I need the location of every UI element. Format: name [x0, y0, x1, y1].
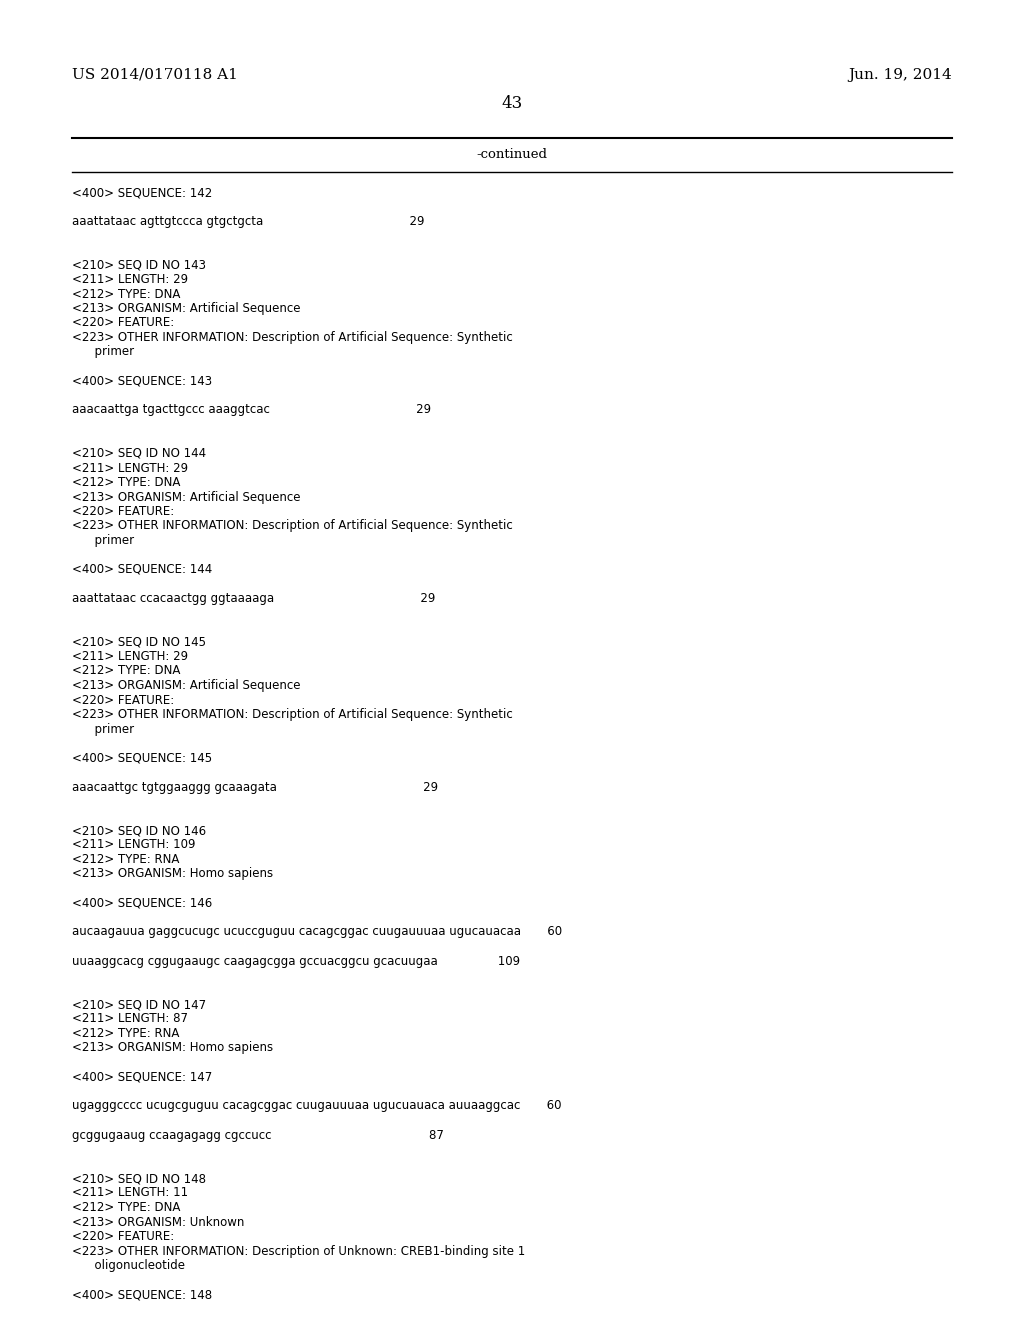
- Text: US 2014/0170118 A1: US 2014/0170118 A1: [72, 69, 238, 82]
- Text: <210> SEQ ID NO 147: <210> SEQ ID NO 147: [72, 998, 206, 1011]
- Text: <212> TYPE: RNA: <212> TYPE: RNA: [72, 1027, 179, 1040]
- Text: <400> SEQUENCE: 142: <400> SEQUENCE: 142: [72, 186, 212, 199]
- Text: <213> ORGANISM: Unknown: <213> ORGANISM: Unknown: [72, 1216, 245, 1229]
- Text: <400> SEQUENCE: 143: <400> SEQUENCE: 143: [72, 375, 212, 388]
- Text: aaattataac ccacaactgg ggtaaaaga                                       29: aaattataac ccacaactgg ggtaaaaga 29: [72, 591, 435, 605]
- Text: gcggugaaug ccaagagagg cgccucc                                          87: gcggugaaug ccaagagagg cgccucc 87: [72, 1129, 443, 1142]
- Text: -continued: -continued: [476, 148, 548, 161]
- Text: Jun. 19, 2014: Jun. 19, 2014: [848, 69, 952, 82]
- Text: <212> TYPE: DNA: <212> TYPE: DNA: [72, 1201, 180, 1214]
- Text: <212> TYPE: DNA: <212> TYPE: DNA: [72, 477, 180, 488]
- Text: uuaaggcacg cggugaaugc caagagcgga gccuacggcu gcacuugaa                109: uuaaggcacg cggugaaugc caagagcgga gccuacg…: [72, 954, 520, 968]
- Text: <211> LENGTH: 29: <211> LENGTH: 29: [72, 462, 188, 474]
- Text: <212> TYPE: RNA: <212> TYPE: RNA: [72, 853, 179, 866]
- Text: aucaagauua gaggcucugc ucuccguguu cacagcggac cuugauuuaa ugucauacaa       60: aucaagauua gaggcucugc ucuccguguu cacagcg…: [72, 925, 562, 939]
- Text: <213> ORGANISM: Artificial Sequence: <213> ORGANISM: Artificial Sequence: [72, 678, 300, 692]
- Text: <220> FEATURE:: <220> FEATURE:: [72, 1230, 174, 1243]
- Text: <223> OTHER INFORMATION: Description of Artificial Sequence: Synthetic: <223> OTHER INFORMATION: Description of …: [72, 520, 513, 532]
- Text: <223> OTHER INFORMATION: Description of Unknown: CREB1-binding site 1: <223> OTHER INFORMATION: Description of …: [72, 1245, 525, 1258]
- Text: aaacaattga tgacttgccc aaaggtcac                                       29: aaacaattga tgacttgccc aaaggtcac 29: [72, 404, 431, 417]
- Text: <210> SEQ ID NO 148: <210> SEQ ID NO 148: [72, 1172, 206, 1185]
- Text: <220> FEATURE:: <220> FEATURE:: [72, 693, 174, 706]
- Text: <223> OTHER INFORMATION: Description of Artificial Sequence: Synthetic: <223> OTHER INFORMATION: Description of …: [72, 708, 513, 721]
- Text: <400> SEQUENCE: 146: <400> SEQUENCE: 146: [72, 896, 212, 909]
- Text: <400> SEQUENCE: 144: <400> SEQUENCE: 144: [72, 564, 212, 576]
- Text: <212> TYPE: DNA: <212> TYPE: DNA: [72, 664, 180, 677]
- Text: 43: 43: [502, 95, 522, 112]
- Text: <210> SEQ ID NO 145: <210> SEQ ID NO 145: [72, 635, 206, 648]
- Text: aaattataac agttgtccca gtgctgcta                                       29: aaattataac agttgtccca gtgctgcta 29: [72, 215, 425, 228]
- Text: <211> LENGTH: 11: <211> LENGTH: 11: [72, 1187, 188, 1200]
- Text: <211> LENGTH: 109: <211> LENGTH: 109: [72, 838, 196, 851]
- Text: <210> SEQ ID NO 143: <210> SEQ ID NO 143: [72, 259, 206, 272]
- Text: primer: primer: [72, 535, 134, 546]
- Text: primer: primer: [72, 722, 134, 735]
- Text: <213> ORGANISM: Homo sapiens: <213> ORGANISM: Homo sapiens: [72, 1041, 273, 1055]
- Text: <400> SEQUENCE: 147: <400> SEQUENCE: 147: [72, 1071, 212, 1084]
- Text: <213> ORGANISM: Artificial Sequence: <213> ORGANISM: Artificial Sequence: [72, 302, 300, 315]
- Text: <210> SEQ ID NO 144: <210> SEQ ID NO 144: [72, 447, 206, 459]
- Text: <212> TYPE: DNA: <212> TYPE: DNA: [72, 288, 180, 301]
- Text: <210> SEQ ID NO 146: <210> SEQ ID NO 146: [72, 824, 206, 837]
- Text: ugagggcccc ucugcguguu cacagcggac cuugauuuaa ugucuauaca auuaaggcac       60: ugagggcccc ucugcguguu cacagcggac cuugauu…: [72, 1100, 561, 1113]
- Text: aaacaattgc tgtggaaggg gcaaagata                                       29: aaacaattgc tgtggaaggg gcaaagata 29: [72, 780, 438, 793]
- Text: oligonucleotide: oligonucleotide: [72, 1259, 185, 1272]
- Text: <213> ORGANISM: Artificial Sequence: <213> ORGANISM: Artificial Sequence: [72, 491, 300, 503]
- Text: primer: primer: [72, 346, 134, 359]
- Text: <400> SEQUENCE: 145: <400> SEQUENCE: 145: [72, 751, 212, 764]
- Text: <220> FEATURE:: <220> FEATURE:: [72, 506, 174, 517]
- Text: <220> FEATURE:: <220> FEATURE:: [72, 317, 174, 330]
- Text: <211> LENGTH: 29: <211> LENGTH: 29: [72, 273, 188, 286]
- Text: <211> LENGTH: 87: <211> LENGTH: 87: [72, 1012, 188, 1026]
- Text: <213> ORGANISM: Homo sapiens: <213> ORGANISM: Homo sapiens: [72, 867, 273, 880]
- Text: <211> LENGTH: 29: <211> LENGTH: 29: [72, 649, 188, 663]
- Text: <223> OTHER INFORMATION: Description of Artificial Sequence: Synthetic: <223> OTHER INFORMATION: Description of …: [72, 331, 513, 345]
- Text: <400> SEQUENCE: 148: <400> SEQUENCE: 148: [72, 1288, 212, 1302]
